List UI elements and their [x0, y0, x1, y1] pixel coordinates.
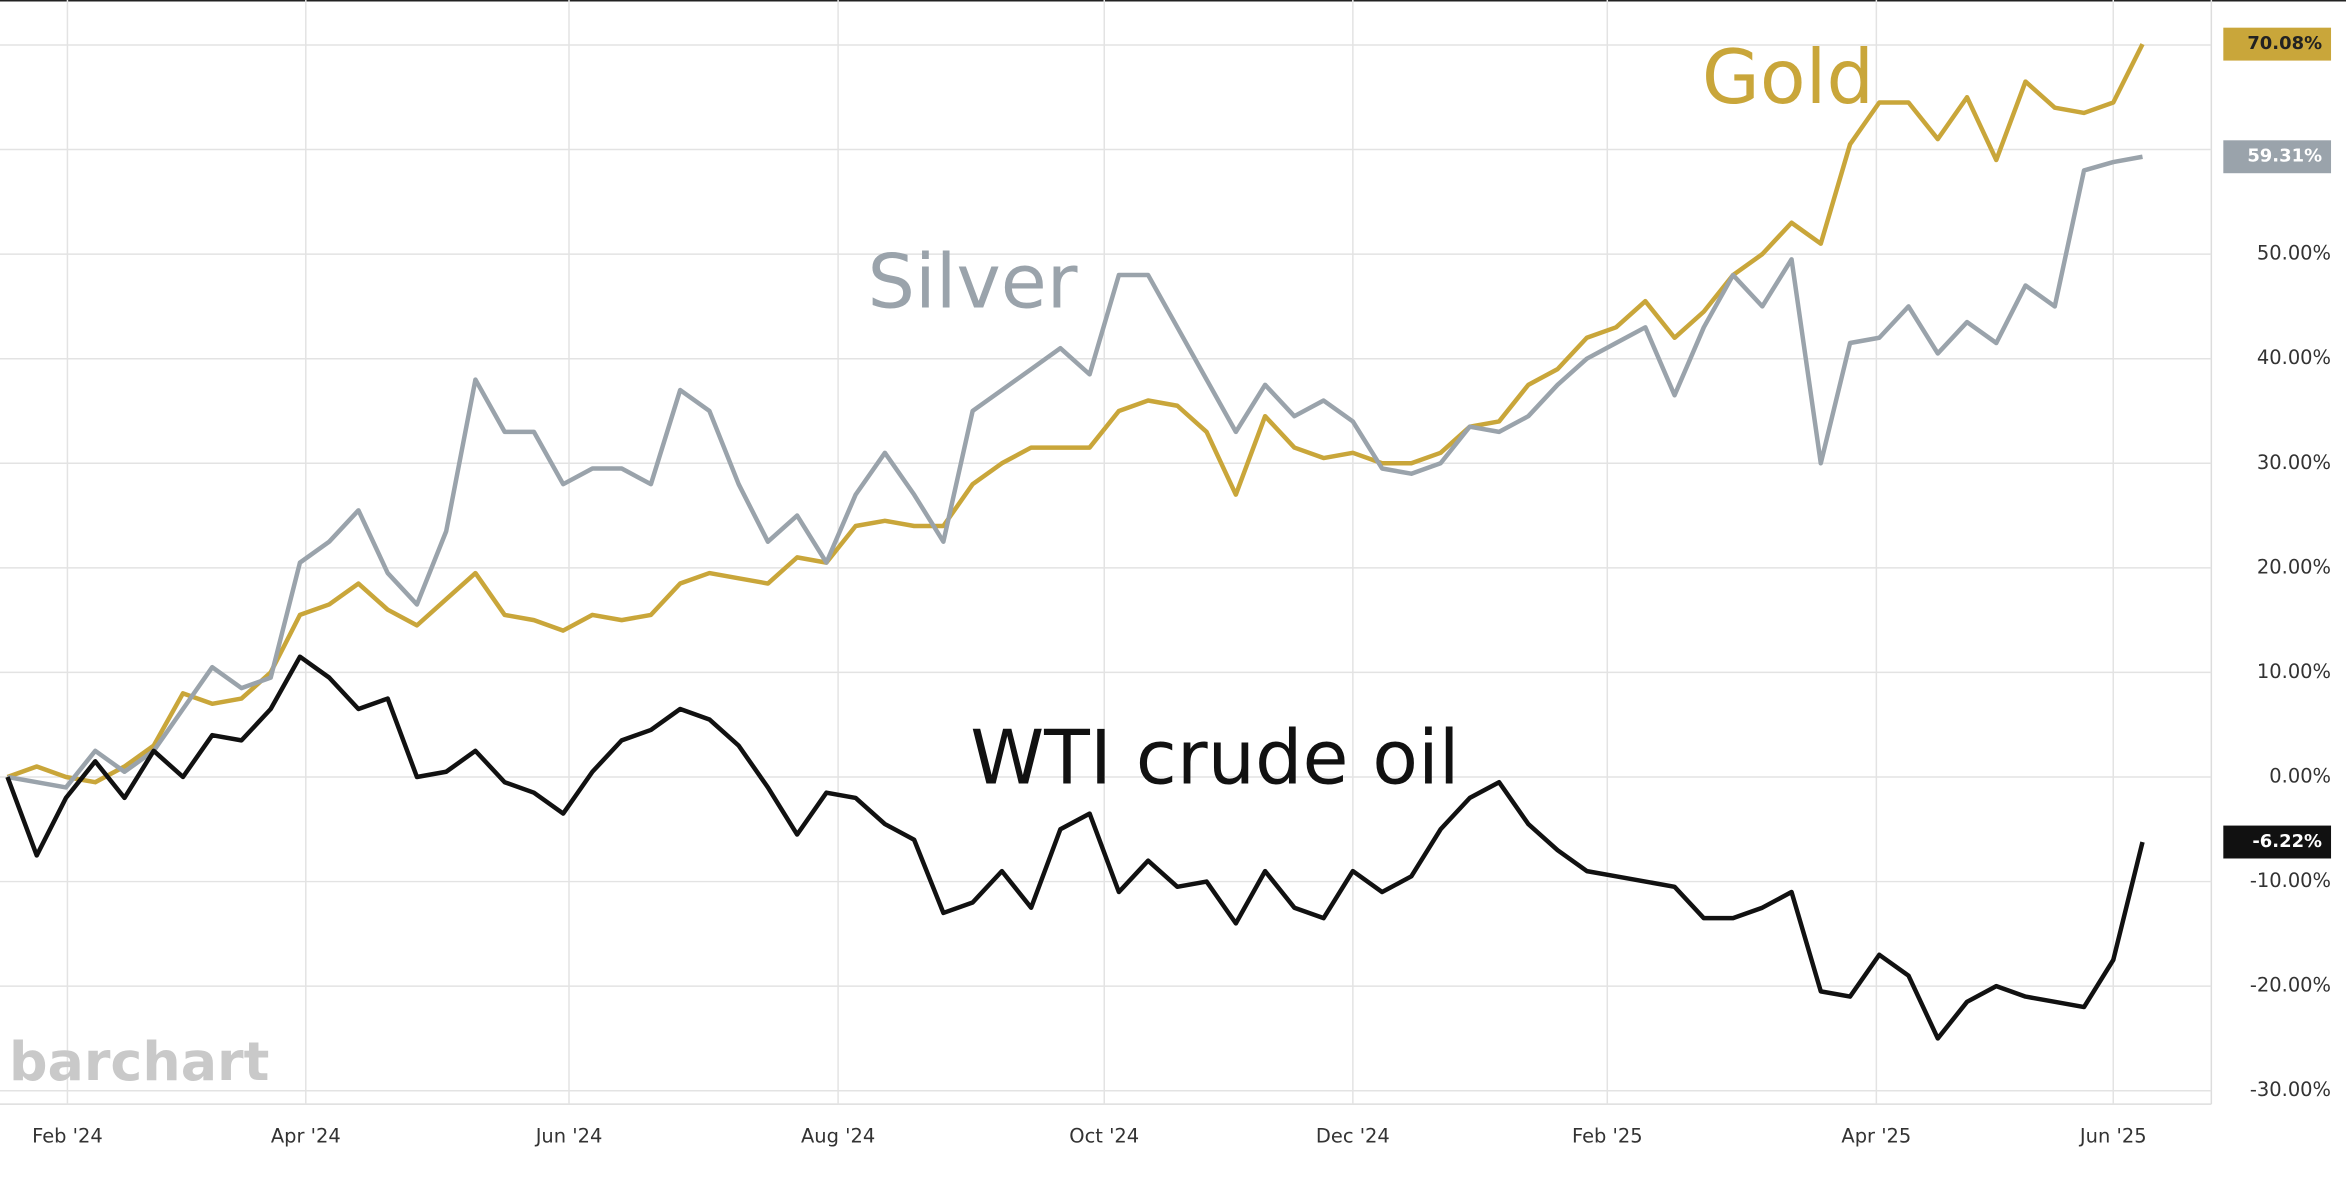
- series-line: [5, 654, 2145, 1041]
- series-line: [6, 43, 2145, 785]
- y-tick-label: 30.00%: [2257, 451, 2331, 474]
- watermark: barchart: [9, 1030, 269, 1093]
- end-badge-label: -6.22%: [2252, 831, 2322, 852]
- y-tick-label: 50.00%: [2257, 242, 2331, 265]
- end-badge-label: 70.08%: [2247, 33, 2322, 54]
- end-badge: [2223, 140, 2332, 174]
- y-tick-label: 40.00%: [2257, 346, 2331, 369]
- y-tick-label: -10.00%: [2250, 869, 2331, 892]
- end-badge-label: 59.31%: [2247, 146, 2322, 167]
- y-tick-label: -20.00%: [2250, 974, 2331, 997]
- series-label: WTI crude oil: [970, 715, 1459, 802]
- x-tick-label: Jun '25: [2079, 1125, 2147, 1148]
- y-tick-label: -30.00%: [2250, 1078, 2331, 1101]
- series-line: [7, 154, 2143, 790]
- y-tick-label: 20.00%: [2257, 555, 2331, 578]
- y-tick-label: 0.00%: [2269, 764, 2331, 787]
- x-tick-label: Aug '24: [801, 1125, 875, 1148]
- series-label: Silver: [867, 239, 1077, 326]
- x-tick-label: Apr '24: [271, 1125, 341, 1148]
- series-label: Gold: [1702, 34, 1874, 121]
- x-tick-label: Feb '24: [32, 1125, 103, 1148]
- x-tick-label: Jun '24: [535, 1125, 603, 1148]
- y-tick-label: 10.00%: [2257, 660, 2331, 683]
- x-tick-label: Feb '25: [1572, 1125, 1643, 1148]
- end-badge: [2223, 27, 2332, 61]
- end-badge: [2223, 825, 2332, 859]
- x-tick-label: Oct '24: [1069, 1125, 1139, 1148]
- x-tick-label: Dec '24: [1316, 1125, 1390, 1148]
- x-tick-label: Apr '25: [1841, 1125, 1911, 1148]
